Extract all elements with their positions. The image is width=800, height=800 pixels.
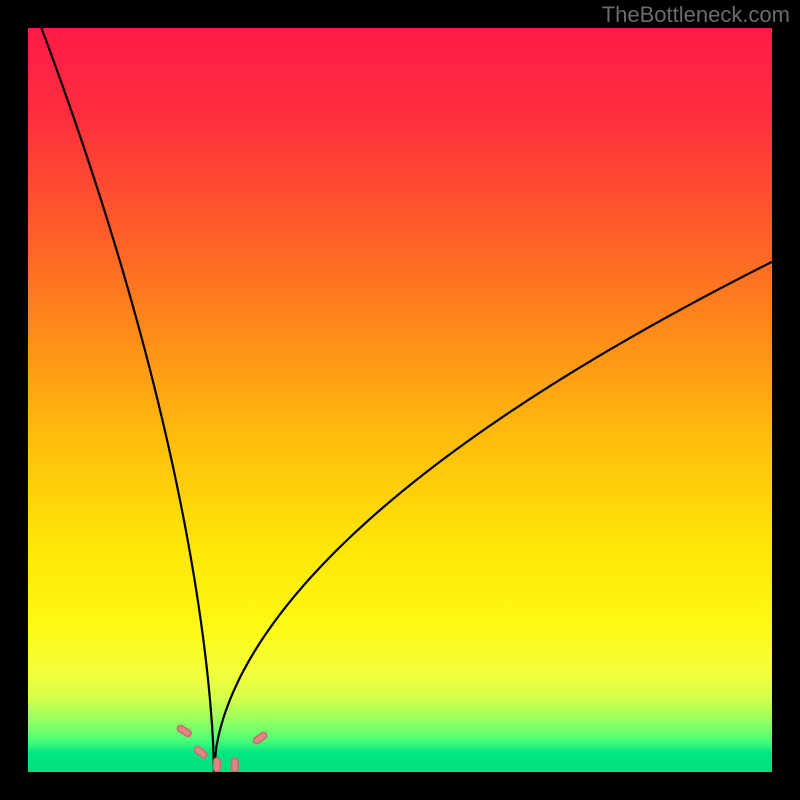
data-marker [232,758,238,772]
chart-stage: TheBottleneck.com [0,0,800,800]
data-marker [214,758,220,772]
bottleneck-chart [0,0,800,800]
watermark-text: TheBottleneck.com [602,2,790,28]
plot-area-gradient [28,28,772,772]
